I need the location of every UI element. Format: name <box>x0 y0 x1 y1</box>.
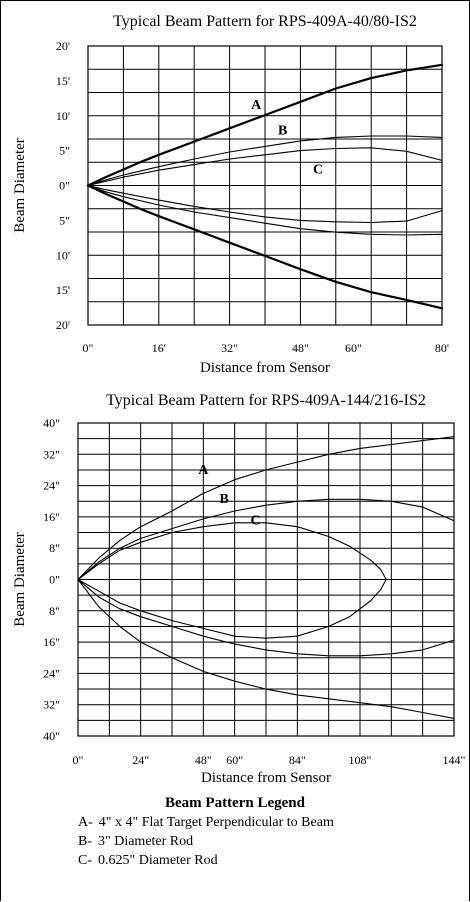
chart1-series-label-b: B <box>278 124 287 139</box>
legend-title: Beam Pattern Legend <box>165 795 305 811</box>
chart1-x-axis-label: Distance from Sensor <box>200 360 330 376</box>
chart1-y-tick-label: 10' <box>56 248 70 262</box>
chart1-x-tick-label: 80' <box>435 341 449 355</box>
chart2-x-tick-label: 48" <box>195 753 212 767</box>
chart2-y-tick-label: 8" <box>49 541 60 555</box>
chart1-x-tick-label: 60" <box>345 341 362 355</box>
chart1-series-b-lower <box>87 184 443 236</box>
chart2-series-b-upper <box>77 498 455 581</box>
chart1-y-tick-label: 5" <box>59 213 70 227</box>
legend-key-b: B- <box>78 834 92 849</box>
chart2-y-axis-label: Beam Diameter <box>12 532 28 627</box>
chart2-x-tick-label: 108" <box>349 753 372 767</box>
chart2-series-label-c: C <box>250 514 260 529</box>
chart1-y-tick-label: 5" <box>59 144 70 158</box>
beam-pattern-chart-40-80: Typical Beam Pattern for RPS-409A-40/80-… <box>12 13 449 376</box>
chart2-x-tick-label: 0" <box>73 753 84 767</box>
chart2-y-tick-label: 24" <box>43 666 60 680</box>
chart1-y-tick-label: 0" <box>59 179 70 193</box>
chart2-y-tick-label: 40" <box>43 729 60 743</box>
beam-pattern-chart-144-216: Typical Beam Pattern for RPS-409A-144/21… <box>12 392 466 785</box>
chart1-x-tick-label: 16' <box>152 341 166 355</box>
chart2-x-axis-label: Distance from Sensor <box>201 770 331 785</box>
chart2-series-a-lower <box>77 578 455 719</box>
chart1-series-c-upper <box>87 147 443 187</box>
chart1-x-tick-label: 0" <box>83 341 94 355</box>
chart2-series-label-b: B <box>220 492 229 507</box>
chart2-x-tick-label: 144" <box>443 753 466 767</box>
chart1-series-b-upper <box>87 135 443 187</box>
chart2-series-b-lower <box>77 578 455 657</box>
chart1-y-tick-label: 15' <box>56 283 70 297</box>
legend-item-a: A- 4" x 4" Flat Target Perpendicular to B… <box>78 815 470 831</box>
chart1-series-label-a: A <box>251 98 262 113</box>
chart1-x-tick-label: 48" <box>292 341 309 355</box>
chart2-x-tick-label: 24" <box>132 753 149 767</box>
chart2-series-c-lower <box>77 578 387 639</box>
chart2-x-tick-label: 60" <box>226 753 243 767</box>
chart1-series-a-upper <box>86 63 444 187</box>
chart1-title: Typical Beam Pattern for RPS-409A-40/80-… <box>113 13 417 30</box>
legend-text-c: 0.625" Diameter Rod <box>98 853 218 868</box>
legend-text-a: 4" x 4" Flat Target Perpendicular to Bea… <box>98 815 334 830</box>
chart1-series-a-lower <box>86 184 444 310</box>
chart1-y-tick-label: 20' <box>56 318 70 332</box>
beam-pattern-legend: Beam Pattern Legend A- 4" x 4" Flat Targe… <box>0 795 470 869</box>
chart2-title: Typical Beam Pattern for RPS-409A-144/21… <box>106 392 426 409</box>
chart1-y-tick-label: 20' <box>56 39 70 53</box>
legend-key-a: A- <box>78 815 93 830</box>
legend-key-c: C- <box>78 853 92 868</box>
chart2-x-tick-label: 84" <box>289 753 306 767</box>
legend-item-b: B- 3" Diameter Rod <box>78 834 470 850</box>
chart2-series-c-upper <box>77 522 387 581</box>
chart2-y-tick-label: 24" <box>43 479 60 493</box>
chart2-y-tick-label: 16" <box>43 635 60 649</box>
chart2-y-tick-label: 32" <box>43 698 60 712</box>
chart2-y-tick-label: 0" <box>49 573 60 587</box>
chart1-y-tick-label: 10' <box>56 109 70 123</box>
chart2-y-tick-label: 16" <box>43 510 60 524</box>
chart1-series-c-lower <box>87 184 443 224</box>
chart2-series-label-a: A <box>198 463 209 478</box>
chart2-y-tick-label: 8" <box>49 604 60 618</box>
chart1-y-tick-label: 15' <box>56 74 70 88</box>
chart1-series-label-c: C <box>313 163 323 178</box>
legend-item-c: C- 0.625" Diameter Rod <box>78 853 470 869</box>
chart2-y-tick-label: 32" <box>43 447 60 461</box>
chart1-y-axis-label: Beam Diameter <box>12 138 28 233</box>
chart2-y-tick-label: 40" <box>43 416 60 430</box>
legend-text-b: 3" Diameter Rod <box>98 834 194 849</box>
chart1-x-tick-label: 32" <box>221 341 238 355</box>
chart2-series-a-upper <box>77 436 455 581</box>
